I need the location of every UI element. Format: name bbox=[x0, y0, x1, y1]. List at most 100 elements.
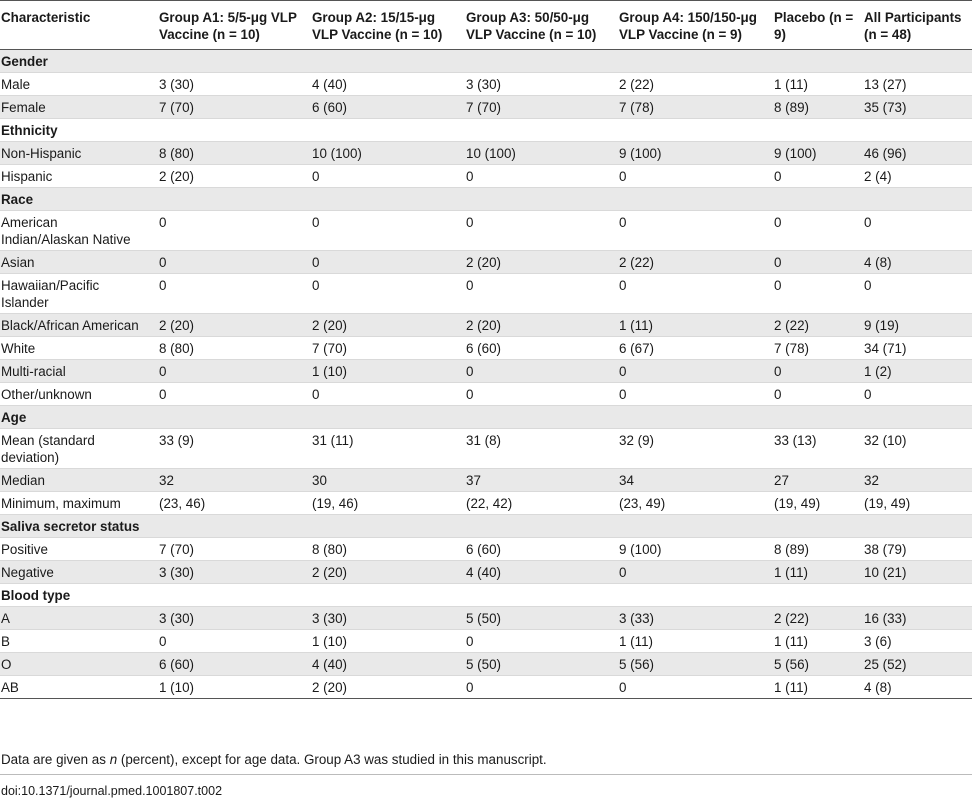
footnote-after: (percent), except for age data. Group A3… bbox=[117, 752, 547, 767]
table-cell: 7 (70) bbox=[153, 537, 306, 561]
table-cell: (19, 49) bbox=[768, 491, 858, 515]
table-cell: 2 (20) bbox=[460, 250, 613, 274]
doi-link[interactable]: doi:10.1371/journal.pmed.1001807.t002 bbox=[1, 784, 223, 798]
table-cell: 2 (22) bbox=[768, 313, 858, 337]
section-label: Gender bbox=[0, 49, 972, 73]
table-cell: 13 (27) bbox=[858, 72, 972, 96]
table-cell: 0 bbox=[613, 382, 768, 406]
header-group-a3: Group A3: 50/50-μg VLP Vaccine (n = 10) bbox=[460, 0, 613, 50]
table-cell: 2 (20) bbox=[306, 675, 460, 699]
table-cell: 0 bbox=[460, 382, 613, 406]
table-cell: 0 bbox=[306, 210, 460, 251]
table-cell: 0 bbox=[768, 359, 858, 383]
table-cell: 16 (33) bbox=[858, 606, 972, 630]
table-cell: 9 (100) bbox=[613, 141, 768, 165]
table-cell: 46 (96) bbox=[858, 141, 972, 165]
table-row: White 8 (80) 7 (70) 6 (60) 6 (67) 7 (78) 34 (7… bbox=[0, 336, 972, 360]
table-cell: 10 (21) bbox=[858, 560, 972, 584]
table-cell: 0 bbox=[306, 164, 460, 188]
table-row: Other/unknown 0 0 0 0 0 0 bbox=[0, 382, 972, 406]
table-cell: 1 (10) bbox=[153, 675, 306, 699]
table-cell: 34 (71) bbox=[858, 336, 972, 360]
table-cell: 0 bbox=[768, 273, 858, 314]
table-cell: 0 bbox=[460, 273, 613, 314]
section-row: Gender bbox=[0, 49, 972, 73]
table-cell: 2 (4) bbox=[858, 164, 972, 188]
table-cell: (23, 46) bbox=[153, 491, 306, 515]
table-cell: 10 (100) bbox=[460, 141, 613, 165]
table-cell: 3 (30) bbox=[460, 72, 613, 96]
table-cell: 30 bbox=[306, 468, 460, 492]
footnote-before: Data are given as bbox=[1, 752, 110, 767]
table-cell: 7 (78) bbox=[768, 336, 858, 360]
table-cell: 1 (11) bbox=[768, 629, 858, 653]
table-footnote: Data are given as n (percent), except fo… bbox=[1, 751, 547, 768]
table-cell: 32 (10) bbox=[858, 428, 972, 469]
table-cell: 0 bbox=[858, 273, 972, 314]
table-cell: 5 (50) bbox=[460, 606, 613, 630]
table-row: Median 32 30 37 34 27 32 bbox=[0, 468, 972, 492]
table-cell: 34 bbox=[613, 468, 768, 492]
row-label: Mean (standard deviation) bbox=[0, 428, 153, 469]
table-cell: 7 (70) bbox=[460, 95, 613, 119]
header-placebo: Placebo (n = 9) bbox=[768, 0, 858, 50]
table-cell: 7 (78) bbox=[613, 95, 768, 119]
table-cell: 3 (30) bbox=[306, 606, 460, 630]
header-group-a4: Group A4: 150/150-μg VLP Vaccine (n = 9) bbox=[613, 0, 768, 50]
table-cell: 0 bbox=[613, 210, 768, 251]
table-cell: 2 (20) bbox=[153, 164, 306, 188]
table-row: Multi-racial 0 1 (10) 0 0 0 1 (2) bbox=[0, 359, 972, 383]
table-cell: 7 (70) bbox=[306, 336, 460, 360]
table-cell: 1 (11) bbox=[768, 72, 858, 96]
table-cell: 0 bbox=[613, 675, 768, 699]
row-label: Non-Hispanic bbox=[0, 141, 153, 165]
table-cell: (19, 46) bbox=[306, 491, 460, 515]
section-row: Ethnicity bbox=[0, 118, 972, 142]
table-cell: 6 (67) bbox=[613, 336, 768, 360]
table-cell: 31 (8) bbox=[460, 428, 613, 469]
table-cell: 8 (89) bbox=[768, 95, 858, 119]
table-cell: 2 (22) bbox=[613, 72, 768, 96]
section-label: Race bbox=[0, 187, 972, 211]
table-cell: 35 (73) bbox=[858, 95, 972, 119]
header-characteristic: Characteristic bbox=[0, 0, 153, 50]
table-row: Positive 7 (70) 8 (80) 6 (60) 9 (100) 8 (89) 3… bbox=[0, 537, 972, 561]
table-cell: 32 bbox=[858, 468, 972, 492]
table-cell: 8 (80) bbox=[153, 336, 306, 360]
table-cell: 4 (8) bbox=[858, 250, 972, 274]
table-cell: 3 (33) bbox=[613, 606, 768, 630]
row-label: American Indian/Alaskan Native bbox=[0, 210, 153, 251]
table-cell: 1 (10) bbox=[306, 359, 460, 383]
table-cell: 2 (20) bbox=[306, 560, 460, 584]
table-cell: 33 (13) bbox=[768, 428, 858, 469]
table-cell: 0 bbox=[153, 629, 306, 653]
table-row: Black/African American 2 (20) 2 (20) 2 (20)… bbox=[0, 313, 972, 337]
table-row: Mean (standard deviation) 33 (9) 31 (11) 31… bbox=[0, 428, 972, 469]
row-label: Male bbox=[0, 72, 153, 96]
table-cell: 33 (9) bbox=[153, 428, 306, 469]
table-row: Male 3 (30) 4 (40) 3 (30) 2 (22) 1 (11) 13 (27… bbox=[0, 72, 972, 96]
table-cell: 9 (19) bbox=[858, 313, 972, 337]
table-cell: 10 (100) bbox=[306, 141, 460, 165]
row-label: B bbox=[0, 629, 153, 653]
table-cell: 5 (50) bbox=[460, 652, 613, 676]
table-cell: 0 bbox=[460, 164, 613, 188]
table-cell: 0 bbox=[613, 273, 768, 314]
table-cell: 1 (10) bbox=[306, 629, 460, 653]
row-label: AB bbox=[0, 675, 153, 699]
table-cell: 2 (22) bbox=[613, 250, 768, 274]
row-label: Female bbox=[0, 95, 153, 119]
table-cell: 0 bbox=[858, 382, 972, 406]
table-cell: 0 bbox=[153, 210, 306, 251]
table-cell: 0 bbox=[613, 560, 768, 584]
table-cell: 0 bbox=[613, 164, 768, 188]
table-cell: 4 (8) bbox=[858, 675, 972, 699]
table-cell: 32 bbox=[153, 468, 306, 492]
row-label: Positive bbox=[0, 537, 153, 561]
table-row: American Indian/Alaskan Native 0 0 0 0 0 0 bbox=[0, 210, 972, 251]
table-cell: 6 (60) bbox=[306, 95, 460, 119]
table-cell: 0 bbox=[460, 210, 613, 251]
